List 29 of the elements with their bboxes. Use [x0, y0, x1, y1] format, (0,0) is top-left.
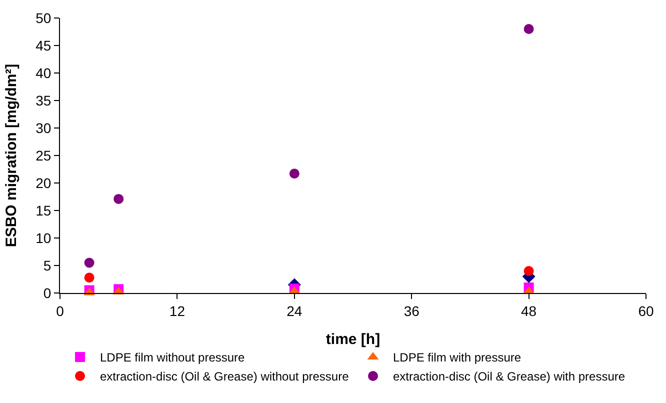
- legend-label: LDPE film without pressure: [100, 350, 246, 365]
- x-tick-label: 0: [56, 302, 64, 319]
- y-tick-label: 0: [43, 284, 52, 301]
- point: [524, 24, 534, 34]
- legend-label: extraction-disc (Oil & Grease) with pressure: [393, 370, 626, 384]
- y-tick-label: 5: [43, 257, 52, 274]
- point: [114, 194, 124, 204]
- y-tick-label: 50: [36, 10, 52, 26]
- point: [84, 258, 94, 268]
- x-tick-label: 60: [638, 302, 654, 319]
- y-tick-label: 10: [36, 230, 52, 246]
- y-tick-label: 45: [36, 37, 52, 54]
- legend-label: LDPE film with pressure: [393, 350, 522, 365]
- point: [289, 168, 300, 179]
- x-tick-label: 48: [521, 302, 537, 319]
- x-tick-label: 12: [169, 302, 186, 319]
- x-tick-label: 36: [404, 302, 420, 319]
- x-axis-title: time [h]: [326, 330, 380, 348]
- point: [84, 272, 94, 283]
- y-tick-label: 40: [36, 64, 52, 81]
- y-axis-title: ESBO migration [mg/dm²]: [2, 64, 20, 248]
- x-tick-label: 24: [286, 302, 302, 319]
- legend-label: extraction-disc (Oil & Grease) without pressure: [100, 370, 350, 384]
- y-tick-label: 20: [36, 174, 52, 191]
- y-tick-label: 25: [36, 147, 52, 164]
- y-tick-label: 15: [36, 202, 52, 218]
- y-tick-label: 35: [36, 92, 52, 108]
- y-tick-label: 30: [36, 120, 52, 136]
- point: [524, 266, 534, 276]
